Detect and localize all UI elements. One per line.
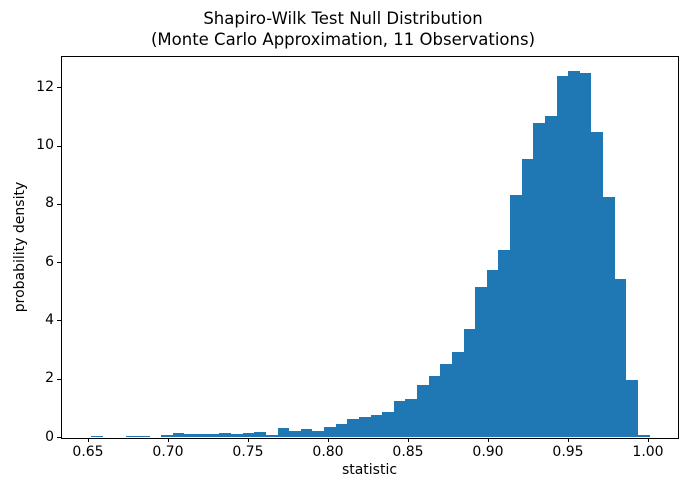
histogram-bar — [371, 415, 382, 437]
histogram-bar — [184, 434, 196, 437]
y-tick-mark — [57, 437, 61, 438]
y-tick-mark — [57, 146, 61, 147]
histogram-bar — [231, 434, 243, 437]
x-tick-label: 0.75 — [232, 444, 264, 460]
y-tick-label: 8 — [45, 195, 54, 211]
chart-title-line1: Shapiro-Wilk Test Null Distribution — [203, 9, 483, 28]
y-tick-mark — [57, 262, 61, 263]
x-tick-mark — [408, 438, 409, 442]
y-tick-label: 10 — [36, 137, 54, 153]
histogram-bar — [336, 424, 347, 437]
x-tick-mark — [88, 438, 89, 442]
histogram-bar — [568, 71, 580, 437]
histogram-bar — [359, 417, 371, 437]
histogram-bar — [498, 250, 510, 437]
x-tick-label: 0.90 — [472, 444, 504, 460]
histogram-bar — [289, 431, 301, 437]
y-tick-label: 6 — [45, 254, 54, 270]
x-tick-mark — [648, 438, 649, 442]
histogram-bar — [626, 380, 638, 437]
histogram-bar — [603, 197, 615, 437]
x-tick-label: 1.00 — [632, 444, 664, 460]
histogram-bar — [324, 427, 336, 437]
histogram-bar — [417, 385, 429, 437]
x-tick-label: 0.85 — [392, 444, 424, 460]
y-tick-label: 2 — [45, 370, 54, 386]
histogram-bar — [301, 429, 312, 437]
histogram-bar — [312, 431, 324, 437]
histogram-bar — [591, 132, 603, 437]
x-tick-mark — [248, 438, 249, 442]
histogram-bar — [405, 399, 417, 437]
y-tick-label: 0 — [45, 429, 54, 445]
chart-title-line2: (Monte Carlo Approximation, 11 Observati… — [150, 30, 536, 49]
histogram-bar — [638, 435, 650, 437]
histogram-bar — [533, 123, 545, 437]
histogram-bar — [522, 159, 533, 437]
x-tick-label: 0.65 — [72, 444, 104, 460]
y-tick-mark — [57, 87, 61, 88]
x-tick-mark — [328, 438, 329, 442]
histogram-bar — [440, 364, 452, 437]
x-tick-label: 0.80 — [312, 444, 344, 460]
histogram-bar — [347, 419, 359, 437]
histogram-bar — [580, 73, 591, 437]
histogram-bar — [161, 435, 173, 437]
histogram-bar — [429, 376, 440, 437]
histogram-bar — [510, 195, 522, 437]
histogram-bar — [254, 432, 266, 437]
histogram-bar — [243, 433, 254, 437]
histogram-bar — [382, 412, 394, 437]
y-tick-label: 4 — [45, 312, 54, 328]
histogram-bar — [475, 287, 487, 437]
histogram-bar — [126, 436, 138, 437]
y-tick-mark — [57, 204, 61, 205]
histogram-bar — [138, 436, 150, 437]
histogram-bar — [208, 434, 219, 437]
x-tick-mark — [488, 438, 489, 442]
histogram-bar — [557, 76, 568, 437]
histogram-bar — [487, 270, 498, 437]
histogram-bar — [196, 434, 208, 437]
y-tick-mark — [57, 379, 61, 380]
y-tick-label: 12 — [36, 79, 54, 95]
x-tick-label: 0.95 — [552, 444, 584, 460]
histogram-bar — [545, 116, 557, 437]
x-tick-mark — [168, 438, 169, 442]
x-tick-label: 0.70 — [152, 444, 184, 460]
chart-title: Shapiro-Wilk Test Null Distribution (Mon… — [0, 8, 686, 50]
histogram-bar — [464, 329, 475, 437]
histogram-bar — [91, 436, 103, 437]
x-tick-mark — [568, 438, 569, 442]
histogram-bar — [278, 428, 289, 437]
histogram-bar — [266, 435, 278, 437]
histogram-bar — [615, 279, 626, 437]
plot-area — [62, 57, 677, 437]
y-tick-mark — [57, 320, 61, 321]
x-axis-label: statistic — [341, 462, 398, 478]
histogram-bar — [452, 352, 464, 437]
histogram-bar — [219, 433, 231, 437]
histogram-bar — [394, 401, 405, 437]
histogram-bar — [173, 433, 184, 437]
